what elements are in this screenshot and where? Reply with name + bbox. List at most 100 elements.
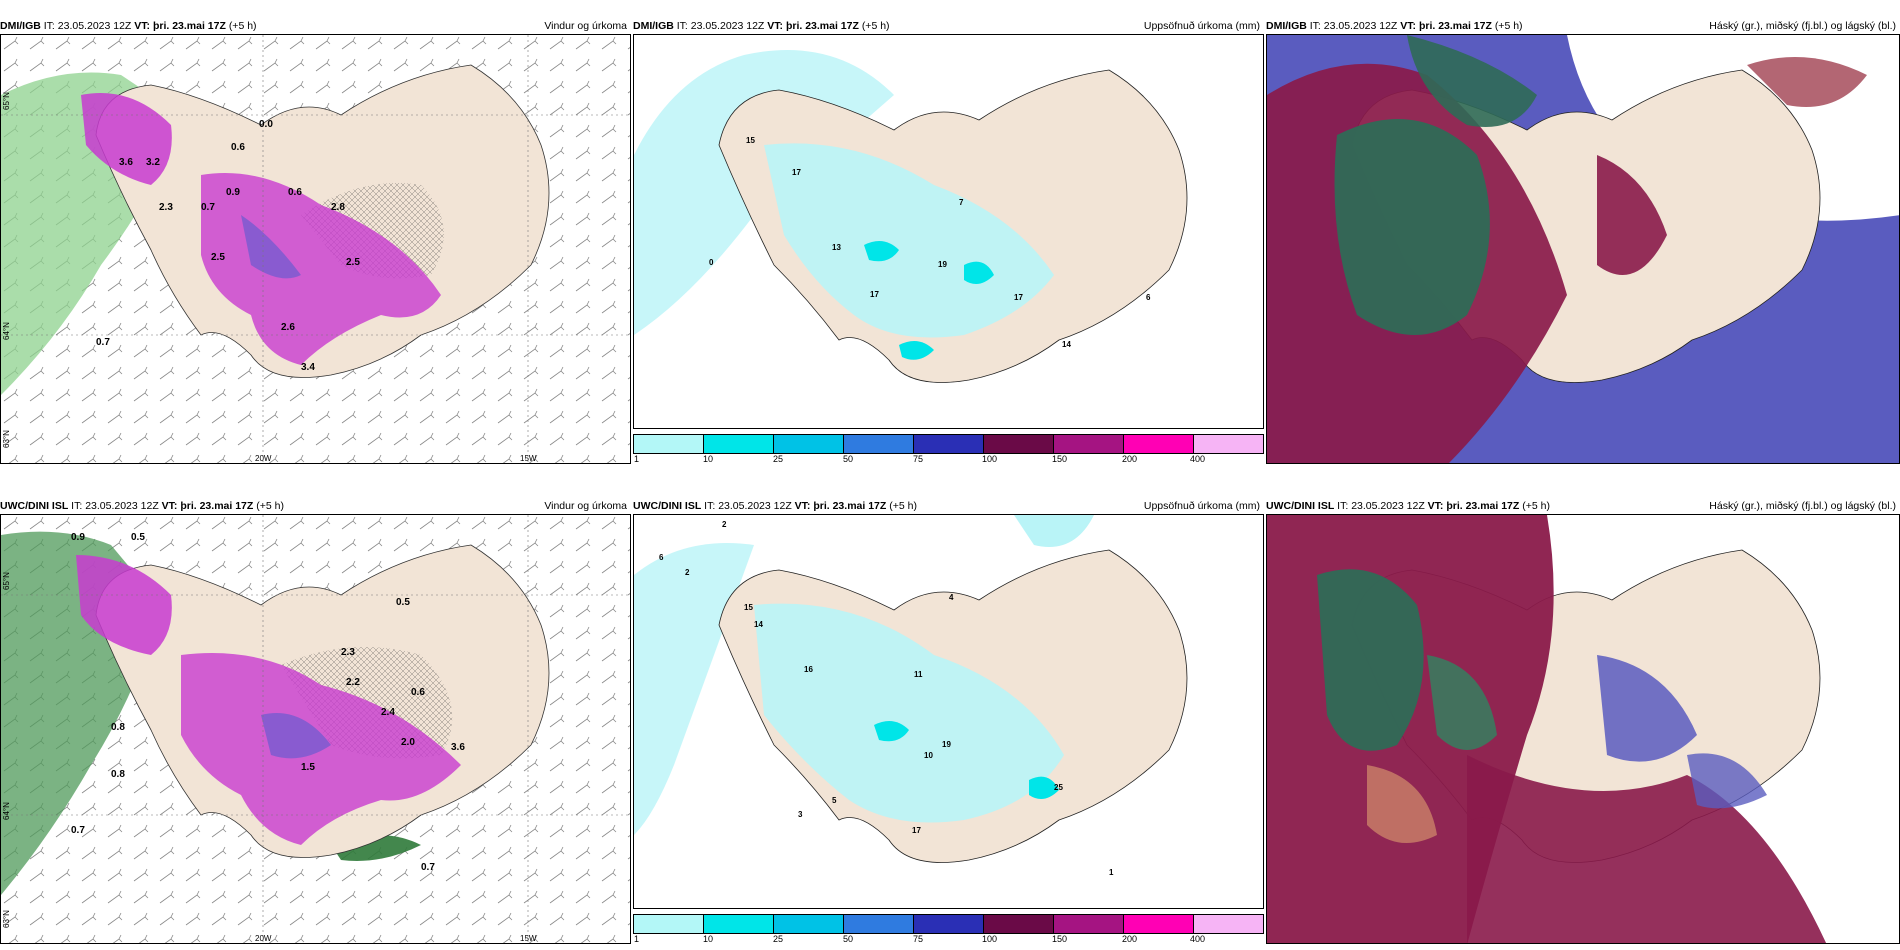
accum-value: 14 — [1062, 340, 1071, 349]
precip-value: 0.0 — [259, 119, 273, 130]
map-accum-precip[interactable]: 2 6 4 2 15 14 16 11 19 25 17 10 5 3 1 — [633, 514, 1264, 909]
panel-accum-precip-2: UWC/DINI ISL IT: 23.05.2023 12Z VT: þri.… — [633, 498, 1264, 944]
legend-swatch — [774, 435, 844, 453]
precip-value: 0.6 — [288, 187, 302, 198]
accum-value: 15 — [746, 136, 755, 145]
precip-value: 0.6 — [411, 687, 425, 698]
legend-swatch — [634, 435, 704, 453]
map-accum-precip[interactable]: 15 17 13 17 19 17 7 6 14 0 — [633, 34, 1264, 429]
accum-value: 5 — [832, 796, 837, 805]
precip-value: 2.4 — [381, 707, 395, 718]
map-clouds[interactable] — [1266, 514, 1900, 944]
it-value: 23.05.2023 12Z — [1351, 500, 1425, 512]
panel-title: Vindur og úrkoma — [544, 20, 627, 32]
lat-label: 64°N — [2, 322, 11, 340]
legend-tick: 100 — [982, 934, 998, 944]
legend-tick: 10 — [703, 934, 714, 944]
precip-value: 2.0 — [401, 737, 415, 748]
it-value: 23.05.2023 12Z — [57, 20, 132, 32]
model-name: UWC/DINI ISL — [0, 500, 69, 512]
precip-value: 0.5 — [131, 532, 145, 543]
precip-value: 2.3 — [159, 202, 173, 213]
model-name: DMI/IGB — [0, 20, 41, 32]
precip-magenta-west — [81, 93, 172, 185]
accum-value: 4 — [949, 593, 954, 602]
precip-value: 0.7 — [71, 825, 85, 836]
panel-accum-precip-1: DMI/IGB IT: 23.05.2023 12Z VT: þri. 23.m… — [633, 18, 1264, 464]
lead-time: (+5 h) — [1494, 20, 1523, 32]
legend-tick: 200 — [1122, 454, 1138, 464]
legend-tick: 75 — [913, 934, 924, 944]
row-2: UWC/DINI ISL IT: 23.05.2023 12Z VT: þri.… — [0, 480, 1900, 950]
accum-value: 6 — [1146, 293, 1151, 302]
lead-time: (+5 h) — [1522, 500, 1550, 512]
it-label: IT: — [1309, 20, 1321, 32]
accum-value: 14 — [754, 620, 763, 629]
legend-swatch — [984, 435, 1054, 453]
legend-tick: 10 — [703, 454, 714, 464]
lat-label: 65°N — [2, 92, 11, 110]
precip-value: 2.8 — [331, 202, 345, 213]
legend-swatch — [914, 915, 984, 933]
it-label: IT: — [43, 20, 55, 32]
panel-header: DMI/IGB IT: 23.05.2023 12Z VT: þri. 23.m… — [633, 18, 890, 34]
it-value: 23.05.2023 12Z — [85, 500, 159, 512]
legend-tick: 50 — [843, 934, 854, 944]
legend-swatch — [914, 435, 984, 453]
color-legend — [633, 914, 1264, 934]
legend-swatch — [774, 915, 844, 933]
vt-value: þri. 23.mai 17Z — [1418, 20, 1492, 32]
legend-swatch — [1054, 435, 1124, 453]
accum-value: 3 — [798, 810, 803, 819]
precip-value: 2.5 — [346, 257, 360, 268]
precip-value: 0.6 — [231, 142, 245, 153]
accum-value: 17 — [1014, 293, 1023, 302]
it-label: IT: — [704, 500, 716, 512]
lat-label: 63°N — [2, 430, 11, 448]
legend-tick: 75 — [913, 454, 924, 464]
accum-value: 11 — [914, 670, 923, 679]
accum-value: 10 — [924, 751, 933, 760]
legend-tick: 50 — [843, 454, 854, 464]
legend-ticks: 1 10 25 50 75 100 150 200 400 — [633, 454, 1264, 464]
accum-value: 13 — [832, 243, 841, 252]
precip-value: 2.6 — [281, 322, 295, 333]
vt-value: þri. 23.mai 17Z — [813, 500, 887, 512]
vt-value: þri. 23.mai 17Z — [1446, 500, 1520, 512]
precip-value: 2.5 — [211, 252, 225, 263]
model-name: DMI/IGB — [1266, 20, 1307, 32]
accum-value: 2 — [685, 568, 690, 577]
map-wind-precip[interactable]: 3.6 3.2 2.5 2.3 2.8 0.7 2.6 3.4 2.5 0.6 … — [0, 34, 631, 464]
it-value: 23.05.2023 12Z — [1323, 20, 1398, 32]
legend-swatch — [704, 435, 774, 453]
panel-header: UWC/DINI ISL IT: 23.05.2023 12Z VT: þri.… — [0, 498, 284, 514]
legend-tick: 1 — [634, 454, 640, 464]
precip-value: 3.6 — [119, 157, 133, 168]
panel-title: Vindur og úrkoma — [544, 500, 627, 512]
lon-label: 20W — [255, 934, 272, 943]
precip-value: 0.9 — [71, 532, 85, 543]
vt-label: VT: — [1427, 500, 1444, 512]
precip-value: 0.7 — [201, 202, 215, 213]
vt-label: VT: — [134, 20, 151, 32]
lead-time: (+5 h) — [861, 20, 890, 32]
panel-wind-precip-2: UWC/DINI ISL IT: 23.05.2023 12Z VT: þri.… — [0, 498, 631, 944]
precip-value: 3.4 — [301, 362, 315, 373]
precip-magenta-west — [76, 555, 172, 655]
legend-swatch — [704, 915, 774, 933]
panel-title: Uppsöfnuð úrkoma (mm) — [1143, 20, 1260, 32]
legend-swatch — [1194, 915, 1263, 933]
panel-clouds-2: UWC/DINI ISL IT: 23.05.2023 12Z VT: þri.… — [1266, 498, 1900, 944]
map-clouds[interactable] — [1266, 34, 1900, 464]
precip-value: 0.8 — [111, 722, 125, 733]
lat-label: 64°N — [2, 802, 11, 820]
vt-label: VT: — [1400, 20, 1417, 32]
lat-label: 65°N — [2, 572, 11, 590]
panel-title: Háský (gr.), miðský (fj.bl.) og lágský (… — [1709, 20, 1896, 32]
map-wind-precip[interactable]: 0.9 0.5 0.8 0.7 2.3 2.0 3.6 1.5 2.4 0.6 … — [0, 514, 631, 944]
panel-header: DMI/IGB IT: 23.05.2023 12Z VT: þri. 23.m… — [1266, 18, 1523, 34]
lon-label: 15W — [520, 454, 537, 463]
vt-label: VT: — [794, 500, 811, 512]
precip-value: 0.9 — [226, 187, 240, 198]
accum-value: 7 — [959, 198, 964, 207]
